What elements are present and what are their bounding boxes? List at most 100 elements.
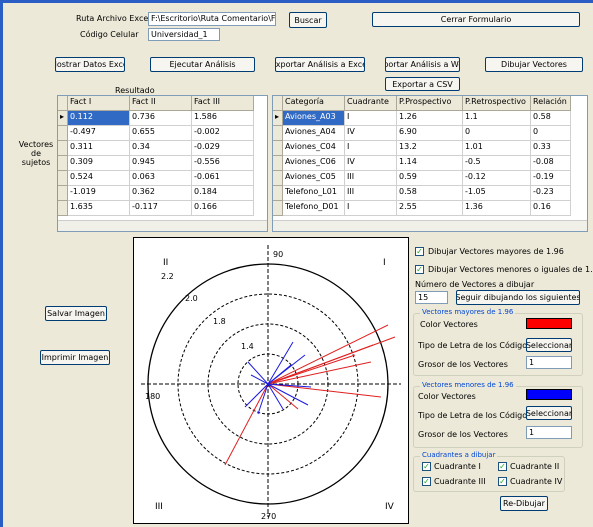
cell[interactable]: 0.945 bbox=[130, 156, 192, 171]
cell[interactable]: 0.58 bbox=[397, 186, 463, 201]
cell[interactable]: -0.061 bbox=[192, 171, 254, 186]
checkbox[interactable]: ✓ bbox=[422, 462, 431, 471]
label: Cuadrante I bbox=[434, 462, 481, 471]
cell[interactable]: 0.16 bbox=[531, 201, 571, 216]
button[interactable]: Exportar Análisis a Word bbox=[385, 57, 460, 72]
cell[interactable]: Telefono_L01 bbox=[283, 186, 345, 201]
code-field[interactable]: Universidad_1 bbox=[148, 28, 220, 41]
cell[interactable]: 0 bbox=[463, 126, 531, 141]
redraw-button[interactable]: Re-Dibujar bbox=[500, 496, 548, 511]
cell[interactable]: 0.311 bbox=[68, 141, 130, 156]
cell[interactable]: 0.58 bbox=[531, 111, 571, 126]
browse-button[interactable]: Buscar bbox=[289, 12, 327, 28]
button[interactable]: Exportar Análisis a Excel bbox=[275, 57, 365, 72]
cell[interactable]: Telefono_D01 bbox=[283, 201, 345, 216]
cell[interactable]: 0.166 bbox=[192, 201, 254, 216]
cell[interactable]: 0.184 bbox=[192, 186, 254, 201]
button[interactable]: Dibujar Vectores bbox=[485, 57, 583, 72]
count-field[interactable]: 15 bbox=[415, 291, 448, 304]
checkbox[interactable]: ✓ bbox=[415, 247, 424, 256]
cell[interactable]: 0.112 bbox=[68, 111, 130, 126]
column-header: Fact III bbox=[192, 96, 254, 111]
cell[interactable]: -0.497 bbox=[68, 126, 130, 141]
cell[interactable]: 0.524 bbox=[68, 171, 130, 186]
cell[interactable]: Aviones_C06 bbox=[283, 156, 345, 171]
save-image-button[interactable]: Salvar Imagen bbox=[45, 306, 107, 321]
cell[interactable]: -0.556 bbox=[192, 156, 254, 171]
width-field[interactable]: 1 bbox=[526, 426, 572, 439]
cell[interactable]: 0.59 bbox=[397, 171, 463, 186]
cell[interactable]: -0.029 bbox=[192, 141, 254, 156]
checkbox[interactable]: ✓ bbox=[422, 477, 431, 486]
cell[interactable]: 0.736 bbox=[130, 111, 192, 126]
button[interactable]: Seguir dibujando los siguientes bbox=[456, 290, 580, 305]
cell[interactable]: Aviones_A04 bbox=[283, 126, 345, 141]
cell[interactable]: -1.05 bbox=[463, 186, 531, 201]
cell[interactable]: 1.01 bbox=[463, 141, 531, 156]
vectors-grid[interactable]: Categoría Cuadrante P.Prospectivo P.Retrosp… bbox=[272, 95, 588, 232]
close-button[interactable]: Cerrar Formulario bbox=[372, 12, 580, 27]
cell[interactable]: Aviones_A03 bbox=[283, 111, 345, 126]
file-path[interactable]: F:\Escritorio\Ruta Comentario\Ficha bbox=[148, 12, 276, 26]
cell[interactable]: IV bbox=[345, 126, 397, 141]
cell[interactable]: -0.12 bbox=[463, 171, 531, 186]
row-header: ▸ bbox=[273, 111, 283, 126]
cell[interactable]: I bbox=[345, 201, 397, 216]
cell[interactable]: -0.002 bbox=[192, 126, 254, 141]
cell[interactable]: -0.19 bbox=[531, 171, 571, 186]
label: Dibujar Vectores menores o iguales de 1.… bbox=[428, 265, 593, 274]
button[interactable]: Seleccionar bbox=[526, 406, 572, 420]
label: Ruta Archivo Excel bbox=[76, 14, 151, 23]
cell[interactable]: 1.14 bbox=[397, 156, 463, 171]
cell[interactable]: -0.5 bbox=[463, 156, 531, 171]
button[interactable]: Ejecutar Análisis bbox=[150, 57, 255, 72]
cell[interactable]: Aviones_C05 bbox=[283, 171, 345, 186]
label: Tipo de Letra de los Códigos bbox=[418, 411, 532, 420]
ring-label: 1.4 bbox=[241, 342, 254, 351]
cell[interactable]: -0.23 bbox=[531, 186, 571, 201]
cell[interactable]: 1.26 bbox=[397, 111, 463, 126]
cell[interactable]: 0 bbox=[531, 126, 571, 141]
cell[interactable]: I bbox=[345, 111, 397, 126]
cell[interactable]: 6.90 bbox=[397, 126, 463, 141]
button[interactable]: Mostrar Datos Excel bbox=[55, 57, 125, 72]
cell[interactable]: III bbox=[345, 171, 397, 186]
group-caption: Vectores menores de 1.96 bbox=[420, 381, 516, 389]
cell[interactable]: Aviones_C04 bbox=[283, 141, 345, 156]
column-header: Relación bbox=[531, 96, 571, 111]
button[interactable]: Exportar a CSV bbox=[385, 77, 460, 91]
button[interactable]: Seleccionar bbox=[526, 338, 572, 352]
cell[interactable]: 0.33 bbox=[531, 141, 571, 156]
label: Grosor de los Vectores bbox=[418, 360, 508, 369]
subjects-grid[interactable]: Fact I Fact II Fact III ▸ 0.112 0.736 1.586 -0.… bbox=[57, 95, 268, 232]
cell[interactable]: 0.655 bbox=[130, 126, 192, 141]
cell[interactable]: IV bbox=[345, 156, 397, 171]
checkbox[interactable]: ✓ bbox=[415, 265, 424, 274]
cell[interactable]: -0.08 bbox=[531, 156, 571, 171]
cell[interactable]: -0.117 bbox=[130, 201, 192, 216]
cell[interactable]: 1.635 bbox=[68, 201, 130, 216]
ring-label: 2.0 bbox=[185, 294, 198, 303]
cell[interactable]: 0.34 bbox=[130, 141, 192, 156]
scrollbar[interactable] bbox=[273, 220, 587, 231]
color-swatch[interactable] bbox=[526, 318, 572, 329]
width-field[interactable]: 1 bbox=[526, 356, 572, 369]
row-header bbox=[58, 141, 68, 156]
cell[interactable]: 2.55 bbox=[397, 201, 463, 216]
checkbox[interactable]: ✓ bbox=[498, 462, 507, 471]
cell[interactable]: 0.309 bbox=[68, 156, 130, 171]
cell[interactable]: 1.586 bbox=[192, 111, 254, 126]
cell[interactable]: -1.019 bbox=[68, 186, 130, 201]
cell[interactable]: 0.362 bbox=[130, 186, 192, 201]
cell[interactable]: 13.2 bbox=[397, 141, 463, 156]
print-image-button[interactable]: Imprimir Imagen bbox=[40, 350, 110, 365]
window-border bbox=[0, 0, 593, 3]
cell[interactable]: III bbox=[345, 186, 397, 201]
scrollbar[interactable] bbox=[58, 220, 267, 231]
cell[interactable]: 1.36 bbox=[463, 201, 531, 216]
checkbox[interactable]: ✓ bbox=[498, 477, 507, 486]
cell[interactable]: I bbox=[345, 141, 397, 156]
cell[interactable]: 1.1 bbox=[463, 111, 531, 126]
color-swatch[interactable] bbox=[526, 389, 572, 400]
cell[interactable]: 0.063 bbox=[130, 171, 192, 186]
